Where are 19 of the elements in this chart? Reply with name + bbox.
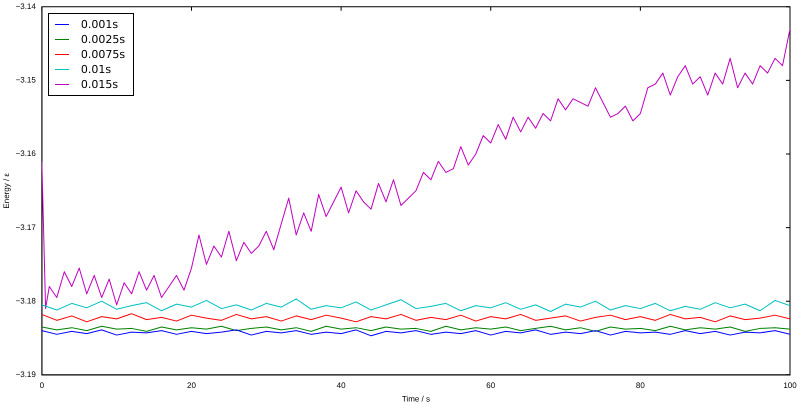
y-tick-label: −3.15 bbox=[16, 76, 36, 85]
x-tick-label: 0 bbox=[40, 380, 45, 390]
legend-label: 0.0025s bbox=[80, 32, 126, 47]
legend-label: 0.015s bbox=[80, 76, 118, 92]
x-axis-title: Time / s bbox=[402, 394, 430, 404]
x-tick-label: 100 bbox=[783, 380, 798, 390]
y-tick-label: −3.18 bbox=[16, 296, 36, 306]
x-tick-label: 80 bbox=[636, 380, 646, 390]
legend-label: 0.0075s bbox=[80, 46, 126, 62]
y-tick-label: −3.16 bbox=[16, 149, 36, 158]
legend-label: 0.01s bbox=[80, 62, 112, 77]
legend-label: 0.001s bbox=[80, 16, 118, 32]
x-tick-label: 40 bbox=[336, 380, 346, 390]
y-tick-label: −3.14 bbox=[16, 2, 36, 12]
x-tick-label: 20 bbox=[187, 380, 196, 390]
y-tick-label: −3.17 bbox=[16, 222, 36, 232]
x-tick-label: 60 bbox=[486, 380, 496, 390]
y-axis-title: Energy / ε bbox=[2, 172, 12, 209]
y-tick-label: −3.19 bbox=[16, 370, 36, 380]
